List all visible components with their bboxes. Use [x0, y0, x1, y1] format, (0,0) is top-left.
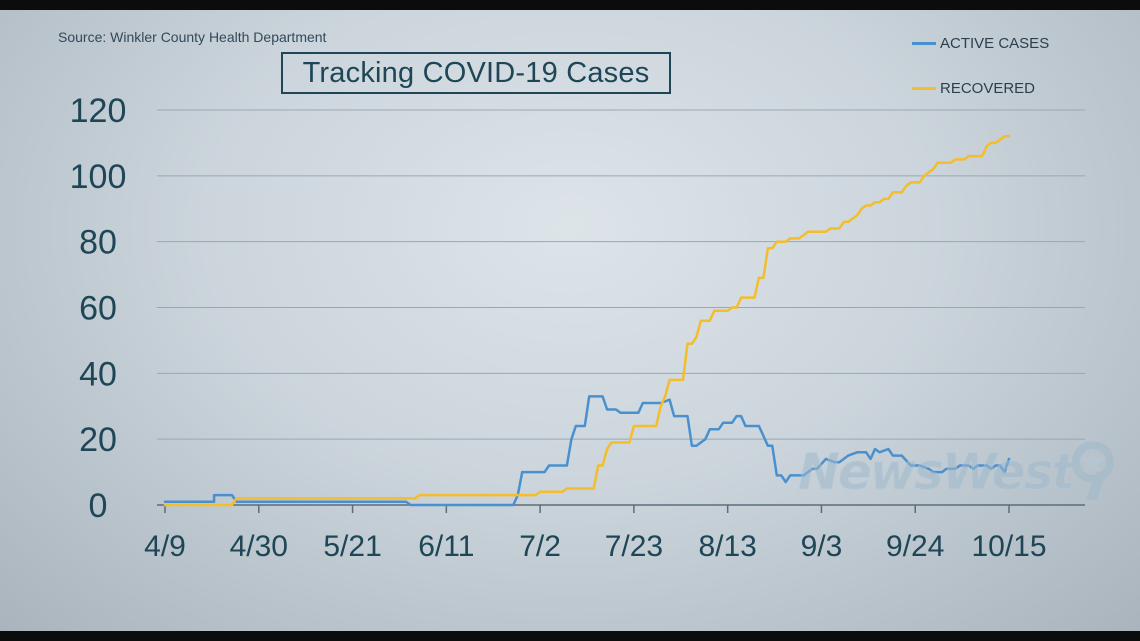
- y-tick-label-0: 0: [89, 487, 108, 525]
- newswest-logo: NewsWest: [797, 442, 1119, 502]
- x-tick-label-9-24: 9/24: [886, 530, 944, 563]
- legend-swatch-recovered: [912, 87, 936, 90]
- x-tick-label-7-2: 7/2: [519, 530, 561, 563]
- y-tick-label-80: 80: [79, 224, 117, 262]
- x-tick-label-7-23: 7/23: [605, 530, 663, 563]
- series-line-recovered: [163, 135, 1011, 507]
- y-tick-label-100: 100: [70, 158, 127, 196]
- source-note: Source: Winkler County Health Department: [58, 29, 327, 45]
- newswest-logo-text: NewsWest: [797, 443, 1075, 502]
- x-tick-label-4-9: 4/9: [144, 530, 186, 563]
- legend-label-active: ACTIVE CASES: [940, 35, 1050, 52]
- x-tick-label-5-21: 5/21: [323, 530, 381, 563]
- x-tick-label-4-30: 4/30: [230, 530, 288, 563]
- x-tick-label-10-15: 10/15: [971, 530, 1046, 563]
- chart-canvas: Source: Winkler County Health Department…: [0, 10, 1140, 631]
- legend-label-recovered: RECOVERED: [940, 80, 1036, 97]
- line-chart: 0 20 40 60 80 100 120 4/9 4/30 5/21 6/11 7/2 7/23 8/1…: [70, 92, 1085, 563]
- x-tick-label-9-3: 9/3: [801, 530, 843, 563]
- x-tick-label-8-13: 8/13: [698, 530, 756, 563]
- x-tick-label-6-11: 6/11: [418, 530, 474, 563]
- chart-title: Tracking COVID-19 Cases: [281, 52, 671, 94]
- y-tick-label-40: 40: [79, 355, 117, 393]
- legend-item-recovered: RECOVERED: [912, 80, 1035, 97]
- channel-9-star-icon: [1072, 442, 1115, 500]
- y-tick-label-60: 60: [79, 290, 117, 328]
- y-tick-label-120: 120: [70, 92, 127, 130]
- legend-item-active: ACTIVE CASES: [912, 35, 1049, 52]
- legend-swatch-active: [912, 42, 936, 45]
- y-tick-label-20: 20: [79, 421, 117, 459]
- series-line-active-cases: [163, 395, 1011, 507]
